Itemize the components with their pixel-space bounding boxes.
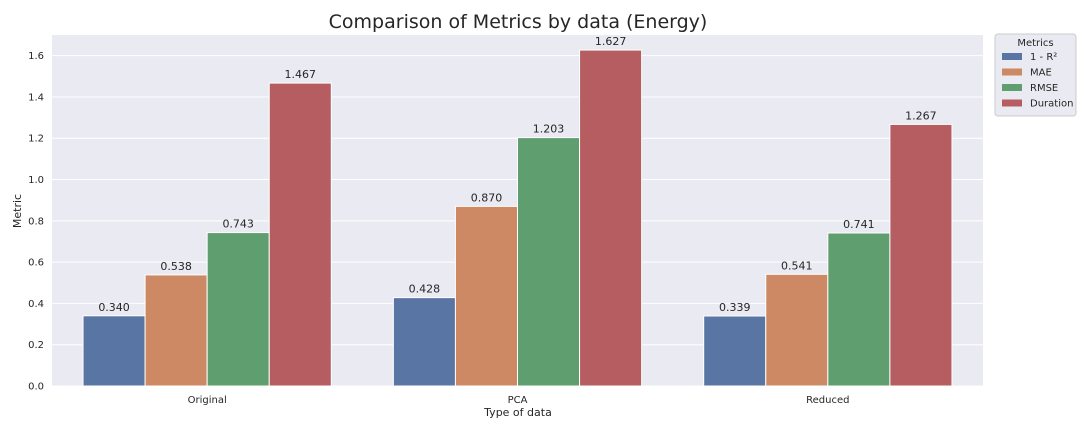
bar <box>827 232 891 387</box>
bar <box>517 137 581 387</box>
bar <box>206 232 270 387</box>
x-tick-label: PCA <box>508 395 528 406</box>
legend-swatch <box>1002 84 1022 91</box>
bars <box>82 49 953 387</box>
legend-swatch <box>1002 99 1022 107</box>
y-tick-label: 1.6 <box>28 51 44 62</box>
bar-value-label: 0.428 <box>409 283 441 296</box>
x-tick-label: Original <box>188 395 227 406</box>
bar <box>268 82 332 387</box>
bar <box>82 315 146 387</box>
bar-value-label: 1.203 <box>533 123 565 136</box>
legend-items: 1 - R² MAE RMSE Duration <box>1002 52 1073 110</box>
bar-value-label: 1.467 <box>285 68 317 81</box>
bar-value-label: 0.741 <box>843 218 875 231</box>
legend-entry: RMSE <box>1030 83 1058 94</box>
bar-value-label: 1.267 <box>905 109 937 122</box>
bar <box>454 205 518 387</box>
bar <box>765 273 829 387</box>
y-tick-label: 1.0 <box>28 175 44 186</box>
legend-entry: 1 - R² <box>1030 52 1057 63</box>
bar-value-label: 0.743 <box>222 218 254 231</box>
legend-entry: Duration <box>1030 99 1073 110</box>
y-tick-label: 1.4 <box>28 92 44 103</box>
y-tick-label: 0.8 <box>28 216 44 227</box>
chart-title: Comparison of Metrics by data (Energy) <box>329 11 708 33</box>
y-tick-label: 0.6 <box>28 258 44 269</box>
y-tick-labels: 0.0 0.2 0.4 0.6 0.8 1.0 1.2 1.4 1.6 <box>28 51 44 392</box>
bar-value-label: 0.541 <box>781 259 813 272</box>
y-tick-label: 0.0 <box>28 382 44 393</box>
bar-labels: 0.340 0.538 0.743 1.467 0.428 0.870 1.203 1.627… <box>98 35 936 314</box>
legend-entry: MAE <box>1030 68 1052 79</box>
y-tick-label: 0.4 <box>28 299 44 310</box>
legend-swatch <box>1002 53 1022 60</box>
bar <box>703 315 767 387</box>
x-axis-label: Type of data <box>483 406 552 419</box>
y-tick-label: 1.2 <box>28 134 44 145</box>
bar-value-label: 0.870 <box>471 191 503 204</box>
x-tick-labels: Original PCA Reduced <box>188 395 850 406</box>
bar <box>144 274 208 387</box>
bar-value-label: 0.339 <box>719 301 751 314</box>
legend-swatch <box>1002 68 1022 76</box>
bar <box>579 49 643 387</box>
bar <box>889 123 953 387</box>
bar <box>392 297 456 387</box>
legend-title: Metrics <box>1017 38 1053 49</box>
y-axis-label: Metric <box>11 194 24 228</box>
x-tick-label: Reduced <box>806 395 849 406</box>
bar-value-label: 1.627 <box>595 35 627 48</box>
legend: Metrics 1 - R² MAE RMSE Duration <box>994 33 1077 117</box>
y-tick-label: 0.2 <box>28 340 44 351</box>
bar-value-label: 0.340 <box>98 301 130 314</box>
bar-value-label: 0.538 <box>160 260 192 273</box>
